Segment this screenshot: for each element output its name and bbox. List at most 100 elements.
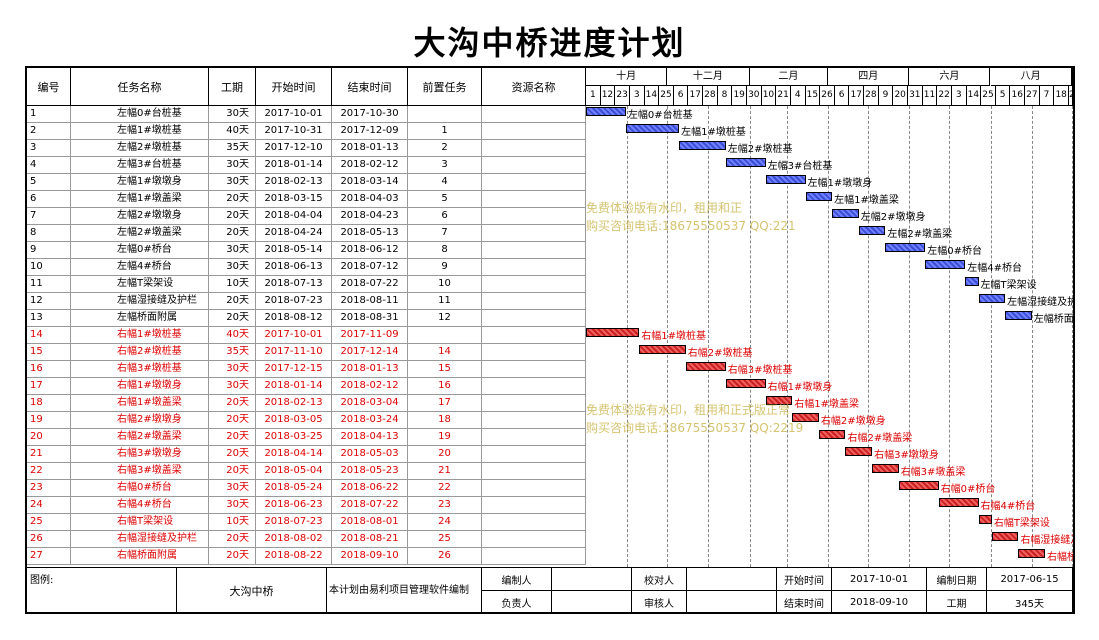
prepared-by-label: 编制人 (482, 568, 552, 591)
cell-start: 2018-05-04 (256, 463, 332, 480)
gantt-bar[interactable] (792, 413, 819, 422)
gantt-bar[interactable] (679, 141, 726, 150)
gantt-bar[interactable] (765, 396, 793, 405)
cell-name: 右幅3#墩桩基 (71, 361, 209, 378)
timeline-day: 25 (659, 86, 674, 106)
gantt-bar-label: 左幅T梁架设 (980, 280, 1037, 291)
timeline-day: 6 (673, 86, 689, 106)
cell-start: 2018-08-02 (256, 531, 332, 548)
gantt-bar[interactable] (805, 192, 833, 201)
cell-start: 2018-04-04 (256, 208, 332, 225)
cell-name: 左幅4#桥台 (71, 259, 209, 276)
cell-end: 2018-02-12 (332, 157, 408, 174)
gantt-bar[interactable] (978, 294, 1006, 303)
cell-name: 左幅2#墩盖梁 (71, 225, 209, 242)
gantt-bar[interactable] (818, 430, 846, 439)
gantt-bar-label: 左幅1#墩桩基 (681, 127, 746, 138)
col-header-name[interactable]: 任务名称 (71, 68, 209, 106)
gantt-bar[interactable] (725, 158, 766, 167)
col-header-id[interactable]: 编号 (27, 68, 71, 106)
gantt-bar-label: 左幅1#墩墩身 (807, 178, 873, 189)
cell-name: 右幅2#墩桩基 (71, 344, 209, 361)
gantt-bar[interactable] (725, 379, 766, 388)
cell-resource (482, 225, 586, 242)
cell-end: 2018-09-10 (332, 548, 408, 565)
gantt-bar[interactable] (685, 362, 726, 371)
gantt-bar[interactable] (991, 532, 1019, 541)
gantt-bar[interactable] (625, 124, 680, 133)
gantt-bar[interactable] (872, 464, 899, 473)
cell-end: 2018-01-13 (332, 361, 408, 378)
responsible-value[interactable] (552, 591, 632, 612)
cell-id: 1 (27, 106, 71, 123)
cell-end: 2018-05-13 (332, 225, 408, 242)
cell-end: 2018-04-23 (332, 208, 408, 225)
gantt-bar[interactable] (639, 345, 686, 354)
cell-name: 左幅1#墩墩身 (71, 174, 209, 191)
col-header-pred[interactable]: 前置任务 (408, 68, 482, 106)
timeline-day: 29 (1069, 86, 1073, 106)
cell-end: 2018-08-01 (332, 514, 408, 531)
gantt-bar[interactable] (858, 226, 886, 235)
gantt-bar[interactable] (1005, 311, 1032, 320)
gantt-bar[interactable] (832, 209, 859, 218)
prepared-by-value[interactable] (552, 568, 632, 591)
cell-id: 13 (27, 310, 71, 327)
gantt-bar[interactable] (938, 498, 979, 507)
cell-start: 2018-07-23 (256, 514, 332, 531)
gantt-bar-label: 右幅2#墩墩身 (820, 416, 886, 427)
cell-start: 2018-02-13 (256, 395, 332, 412)
cell-start: 2018-08-12 (256, 310, 332, 327)
cell-name: 右幅桥面附属 (71, 548, 209, 565)
cell-end: 2018-04-03 (332, 191, 408, 208)
gantt-bar[interactable] (1018, 549, 1046, 558)
timeline-month: 八月 (990, 68, 1072, 86)
watermark-text: 免费体验版有水印，租用和正式版正常 (586, 403, 791, 417)
gantt-bar[interactable] (586, 328, 640, 337)
cell-name: 左幅1#墩桩基 (71, 123, 209, 140)
timeline-day: 10 (761, 86, 777, 106)
watermark-text: 购买咨询电话:18675550537 QQ:221 (586, 219, 796, 233)
cell-duration: 20天 (209, 412, 256, 429)
timeline-day: 5 (995, 86, 1011, 106)
cell-start: 2018-04-14 (256, 446, 332, 463)
cell-resource (482, 497, 586, 514)
cell-id: 8 (27, 225, 71, 242)
gantt-bar[interactable] (978, 515, 992, 524)
timeline-day: 17 (849, 86, 865, 106)
cell-resource (482, 293, 586, 310)
checked-by-value[interactable] (687, 568, 777, 591)
prep-date-value: 2017-06-15 (987, 568, 1073, 591)
col-header-end[interactable]: 结束时间 (332, 68, 408, 106)
cell-name: 右幅2#墩墩身 (71, 412, 209, 429)
cell-duration: 20天 (209, 531, 256, 548)
cell-id: 11 (27, 276, 71, 293)
cell-resource (482, 548, 586, 565)
cell-resource (482, 463, 586, 480)
gantt-bar[interactable] (898, 481, 939, 490)
cell-pred: 7 (408, 225, 482, 242)
timeline-day: 28 (703, 86, 718, 106)
gantt-bar[interactable] (586, 107, 626, 116)
gantt-bar[interactable] (845, 447, 873, 456)
timeline-day: 6 (834, 86, 850, 106)
cell-start: 2018-03-15 (256, 191, 332, 208)
timeline-day: 21 (776, 86, 791, 106)
cell-end: 2018-05-03 (332, 446, 408, 463)
gantt-bar[interactable] (765, 175, 806, 184)
legend-label: 图例: (27, 568, 177, 612)
cell-pred: 23 (408, 497, 482, 514)
gantt-bar[interactable] (885, 243, 926, 252)
col-header-resource[interactable]: 资源名称 (482, 68, 586, 106)
gantt-bar[interactable] (965, 277, 979, 286)
cell-duration: 30天 (209, 106, 256, 123)
col-header-duration[interactable]: 工期 (209, 68, 256, 106)
cell-resource (482, 123, 586, 140)
reviewed-by-value[interactable] (687, 591, 777, 612)
software-note: 本计划由易利项目管理软件编制 (327, 568, 482, 612)
col-header-start[interactable]: 开始时间 (256, 68, 332, 106)
gantt-bar-label: 左幅桥面附属 (1033, 314, 1074, 325)
gantt-bar[interactable] (925, 260, 966, 269)
cell-pred: 14 (408, 344, 482, 361)
timeline-day: 26 (820, 86, 835, 106)
